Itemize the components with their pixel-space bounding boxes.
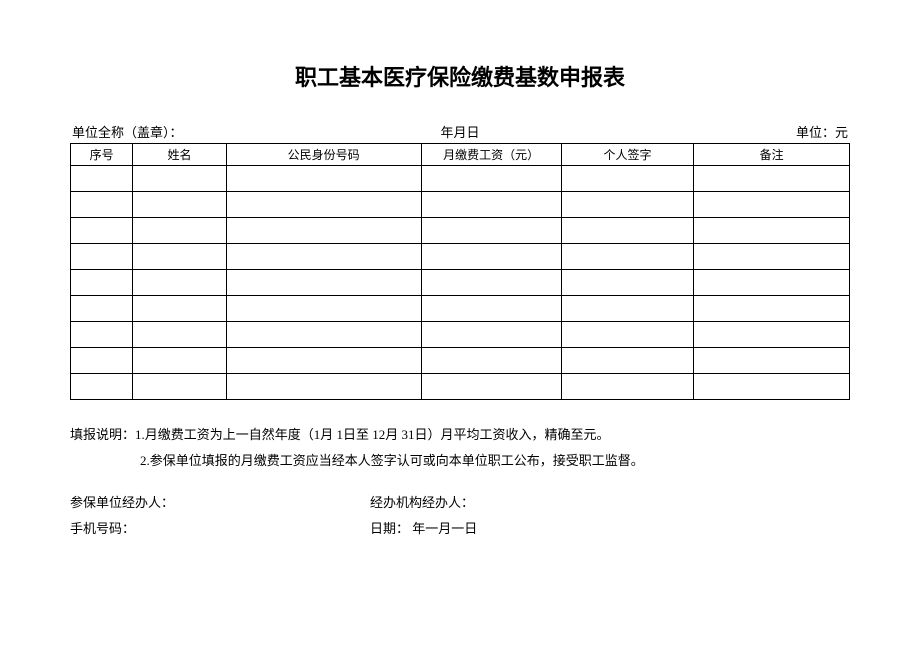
table-row	[71, 296, 850, 322]
col-seq: 序号	[71, 144, 133, 166]
col-name: 姓名	[133, 144, 226, 166]
table-cell	[421, 296, 561, 322]
table-cell	[561, 348, 693, 374]
table-cell	[133, 218, 226, 244]
table-cell	[421, 192, 561, 218]
table-row	[71, 322, 850, 348]
table-cell	[226, 348, 421, 374]
table-cell	[561, 166, 693, 192]
table-cell	[694, 270, 850, 296]
table-cell	[421, 244, 561, 270]
table-cell	[71, 166, 133, 192]
page-title: 职工基本医疗保险缴费基数申报表	[70, 60, 850, 92]
table-cell	[133, 270, 226, 296]
table-cell	[694, 374, 850, 400]
col-id: 公民身份号码	[226, 144, 421, 166]
table-cell	[71, 322, 133, 348]
table-cell	[226, 218, 421, 244]
note-line-1: 填报说明：1.月缴费工资为上一自然年度（1月 1日至 12月 31日）月平均工资…	[70, 422, 850, 448]
table-cell	[133, 192, 226, 218]
unit-label: 单位：元	[589, 122, 848, 141]
table-cell	[133, 374, 226, 400]
table-cell	[133, 322, 226, 348]
table-cell	[421, 218, 561, 244]
date-footer-label: 日期： 年一月一日	[370, 516, 477, 542]
footer-section: 参保单位经办人： 经办机构经办人： 手机号码： 日期： 年一月一日	[70, 490, 850, 542]
table-cell	[561, 296, 693, 322]
declaration-table: 序号 姓名 公民身份号码 月缴费工资（元） 个人签字 备注	[70, 143, 850, 400]
table-cell	[694, 192, 850, 218]
table-cell	[421, 270, 561, 296]
phone-label: 手机号码：	[70, 516, 370, 542]
table-row	[71, 348, 850, 374]
table-row	[71, 218, 850, 244]
table-row	[71, 166, 850, 192]
table-header-row: 序号 姓名 公民身份号码 月缴费工资（元） 个人签字 备注	[71, 144, 850, 166]
table-cell	[71, 296, 133, 322]
table-row	[71, 192, 850, 218]
table-cell	[561, 322, 693, 348]
col-sign: 个人签字	[561, 144, 693, 166]
col-wage: 月缴费工资（元）	[421, 144, 561, 166]
table-cell	[226, 166, 421, 192]
notes-section: 填报说明：1.月缴费工资为上一自然年度（1月 1日至 12月 31日）月平均工资…	[70, 422, 850, 474]
table-cell	[421, 374, 561, 400]
table-cell	[71, 218, 133, 244]
table-cell	[71, 270, 133, 296]
unit-name-label: 单位全称（盖章）：	[72, 122, 331, 141]
date-label: 年月日	[331, 122, 590, 141]
col-remark: 备注	[694, 144, 850, 166]
table-row	[71, 374, 850, 400]
table-cell	[133, 166, 226, 192]
table-row	[71, 270, 850, 296]
table-cell	[133, 348, 226, 374]
table-row	[71, 244, 850, 270]
table-cell	[226, 374, 421, 400]
table-cell	[694, 322, 850, 348]
note-line-2: 2.参保单位填报的月缴费工资应当经本人签字认可或向本单位职工公布，接受职工监督。	[70, 448, 850, 474]
table-cell	[694, 218, 850, 244]
table-cell	[226, 192, 421, 218]
table-cell	[133, 244, 226, 270]
table-cell	[561, 244, 693, 270]
table-cell	[226, 244, 421, 270]
table-cell	[133, 296, 226, 322]
table-cell	[561, 218, 693, 244]
table-cell	[694, 166, 850, 192]
table-cell	[561, 192, 693, 218]
agency-handler-label: 经办机构经办人：	[370, 490, 474, 516]
table-cell	[71, 192, 133, 218]
header-row: 单位全称（盖章）： 年月日 单位：元	[70, 122, 850, 141]
table-cell	[71, 348, 133, 374]
table-cell	[421, 166, 561, 192]
table-cell	[694, 296, 850, 322]
table-cell	[421, 322, 561, 348]
table-cell	[561, 270, 693, 296]
table-cell	[561, 374, 693, 400]
table-cell	[694, 244, 850, 270]
table-cell	[694, 348, 850, 374]
table-cell	[226, 270, 421, 296]
table-cell	[226, 322, 421, 348]
table-cell	[71, 244, 133, 270]
table-cell	[226, 296, 421, 322]
unit-handler-label: 参保单位经办人：	[70, 490, 370, 516]
table-cell	[421, 348, 561, 374]
table-cell	[71, 374, 133, 400]
